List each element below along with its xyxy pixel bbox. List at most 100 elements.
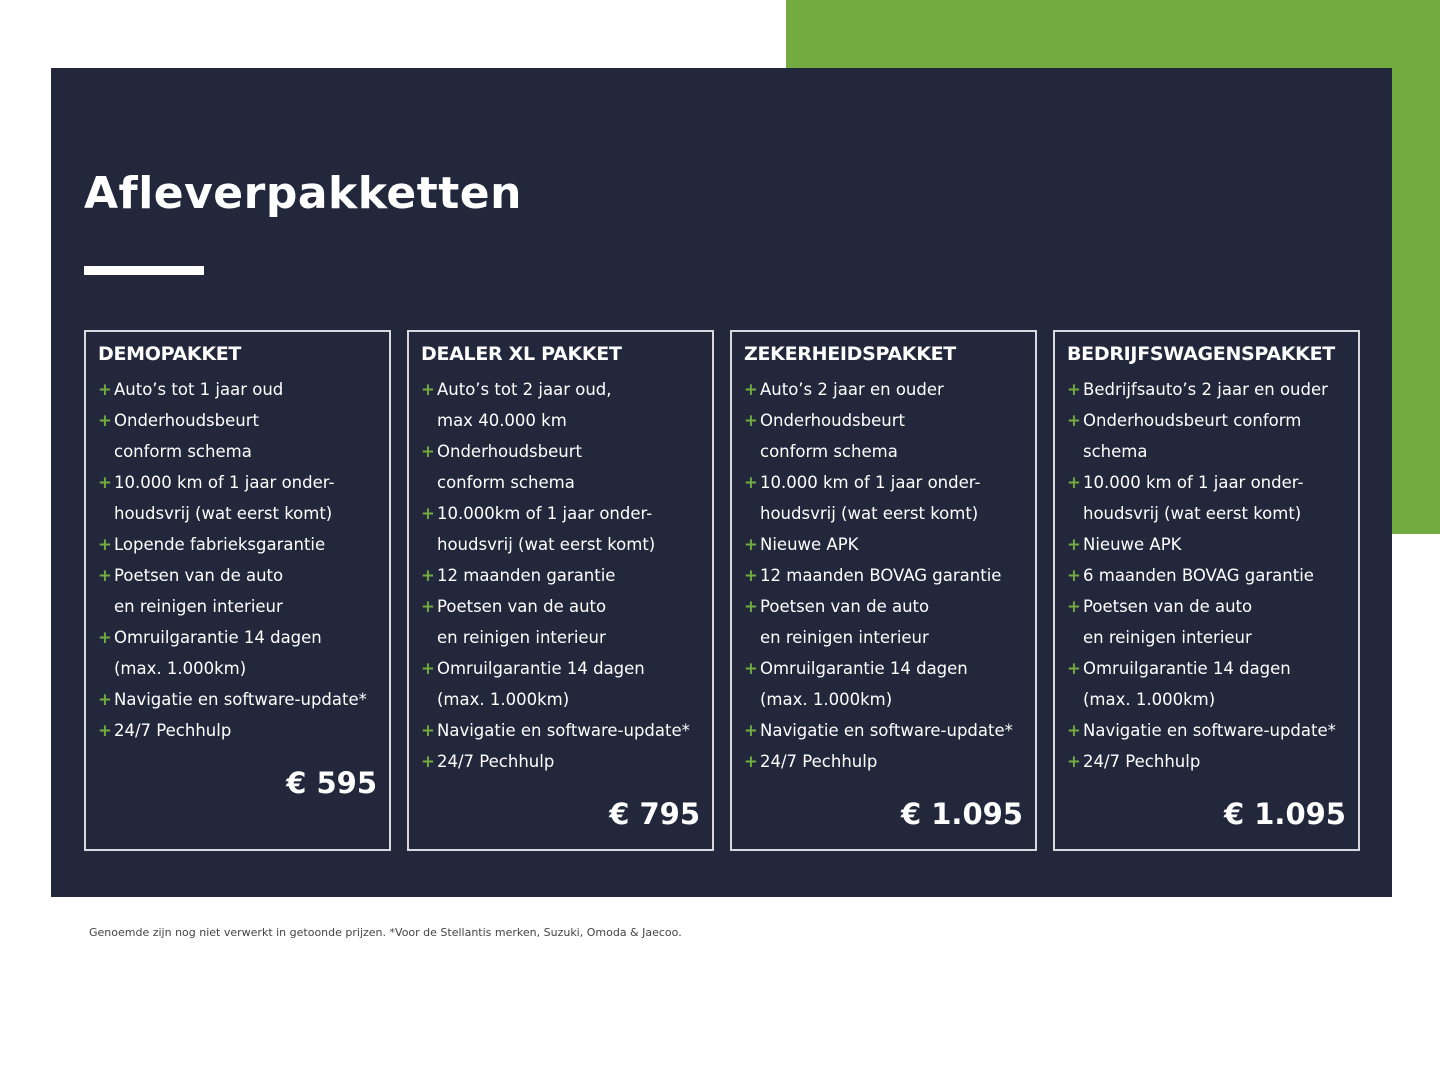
feature-line: 12 maanden BOVAG garantie (760, 566, 1002, 585)
package-feature: +24/7 Pechhulp (1067, 746, 1346, 777)
plus-icon: + (744, 380, 758, 399)
feature-line: Omruilgarantie 14 dagen (114, 628, 322, 647)
feature-line: Omruilgarantie 14 dagen (437, 659, 645, 678)
plus-icon: + (744, 597, 758, 616)
package-feature: +12 maanden garantie (421, 560, 700, 591)
feature-line: Nieuwe APK (1083, 535, 1182, 554)
feature-line: en reinigen interieur (1083, 628, 1252, 647)
plus-icon: + (98, 690, 112, 709)
feature-line: en reinigen interieur (760, 628, 929, 647)
feature-line: Bedrijfsauto’s 2 jaar en ouder (1083, 380, 1328, 399)
package-feature: + Navigatie en software-update* (98, 684, 377, 715)
feature-line: 10.000 km of 1 jaar onder- (760, 473, 981, 492)
feature-line: 10.000 km of 1 jaar onder- (114, 473, 335, 492)
feature-line: Navigatie en software-update* (1083, 721, 1336, 740)
package-price: € 595 (286, 766, 377, 800)
plus-icon: + (98, 473, 112, 492)
package-feature: + Poetsen van de auto en reinigen interieu… (744, 591, 1023, 653)
package-feature: +10.000 km of 1 jaar onder-houdsvrij (wa… (744, 467, 1023, 529)
plus-icon: + (1067, 721, 1081, 740)
plus-icon: + (421, 752, 435, 771)
plus-icon: + (1067, 752, 1081, 771)
feature-line: 10.000 km of 1 jaar onder- (1083, 473, 1304, 492)
package-feature: + Omruilgarantie 14 dagen (max. 1.000km) (1067, 653, 1346, 715)
feature-line: 10.000km of 1 jaar onder- (437, 504, 653, 523)
plus-icon: + (421, 566, 435, 585)
plus-icon: + (421, 504, 435, 523)
package-feature: +10.000km of 1 jaar onder-houdsvrij (wat… (421, 498, 700, 560)
footnote: Genoemde zijn nog niet verwerkt in getoo… (89, 926, 682, 939)
plus-icon: + (1067, 597, 1081, 616)
feature-line: (max. 1.000km) (1083, 690, 1216, 709)
feature-line: (max. 1.000km) (114, 659, 247, 678)
feature-line: max 40.000 km (437, 411, 567, 430)
package-name: DEMOPAKKET (98, 343, 242, 365)
package-feature: + Auto’s tot 1 jaar oud (98, 374, 377, 405)
package-feature: +24/7 Pechhulp (98, 715, 377, 746)
package-feature: + Navigatie en software-update* (744, 715, 1023, 746)
plus-icon: + (1067, 535, 1081, 554)
feature-line: Poetsen van de auto (437, 597, 607, 616)
package-name: ZEKERHEIDSPAKKET (744, 343, 956, 365)
package-feature: + Poetsen van de auto en reinigen interieu… (1067, 591, 1346, 653)
feature-line: conform schema (760, 442, 898, 461)
feature-line: Poetsen van de auto (760, 597, 930, 616)
package-feature: +24/7 Pechhulp (744, 746, 1023, 777)
feature-line: Navigatie en software-update* (437, 721, 690, 740)
plus-icon: + (744, 659, 758, 678)
package-name: BEDRIJFSWAGENSPAKKET (1067, 343, 1335, 365)
plus-icon: + (421, 442, 435, 461)
plus-icon: + (421, 597, 435, 616)
feature-line: (max. 1.000km) (760, 690, 893, 709)
feature-line: schema (1083, 442, 1148, 461)
package-feature: +12 maanden BOVAG garantie (744, 560, 1023, 591)
plus-icon: + (744, 411, 758, 430)
feature-line: 6 maanden BOVAG garantie (1083, 566, 1314, 585)
package-feature: + Onderhoudsbeurt conform schema (98, 405, 377, 467)
package-price: € 795 (609, 797, 700, 831)
package-feature: + Nieuwe APK (744, 529, 1023, 560)
feature-line: Navigatie en software-update* (114, 690, 367, 709)
feature-line: Auto’s 2 jaar en ouder (760, 380, 944, 399)
plus-icon: + (98, 535, 112, 554)
package-feature: + Omruilgarantie 14 dagen (max. 1.000km) (98, 622, 377, 684)
package-card: DEALER XL PAKKET + Auto’s tot 2 jaar oud, m… (407, 330, 714, 851)
feature-line: houdsvrij (wat eerst komt) (1083, 504, 1302, 523)
plus-icon: + (744, 721, 758, 740)
feature-line: 24/7 Pechhulp (760, 752, 878, 771)
plus-icon: + (98, 380, 112, 399)
feature-line: 24/7 Pechhulp (114, 721, 232, 740)
feature-line: houdsvrij (wat eerst komt) (437, 535, 656, 554)
feature-line: Omruilgarantie 14 dagen (1083, 659, 1291, 678)
feature-line: houdsvrij (wat eerst komt) (760, 504, 979, 523)
feature-line: en reinigen interieur (437, 628, 606, 647)
feature-line: 24/7 Pechhulp (437, 752, 555, 771)
package-feature: +10.000 km of 1 jaar onder-houdsvrij (wa… (98, 467, 377, 529)
feature-line: Onderhoudsbeurt conform (1083, 411, 1302, 430)
feature-line: Onderhoudsbeurt (437, 442, 582, 461)
package-feature: + Poetsen van de auto en reinigen interieu… (421, 591, 700, 653)
feature-line: houdsvrij (wat eerst komt) (114, 504, 333, 523)
feature-line: Auto’s tot 2 jaar oud, (437, 380, 612, 399)
plus-icon: + (1067, 566, 1081, 585)
title-underline (84, 266, 204, 275)
plus-icon: + (421, 721, 435, 740)
plus-icon: + (1067, 411, 1081, 430)
plus-icon: + (744, 535, 758, 554)
plus-icon: + (421, 659, 435, 678)
package-feature: + Bedrijfsauto’s 2 jaar en ouder (1067, 374, 1346, 405)
plus-icon: + (98, 721, 112, 740)
package-feature: + Omruilgarantie 14 dagen (max. 1.000km) (421, 653, 700, 715)
package-card: ZEKERHEIDSPAKKET + Auto’s 2 jaar en ouder +… (730, 330, 1037, 851)
feature-line: en reinigen interieur (114, 597, 283, 616)
feature-line: Onderhoudsbeurt (760, 411, 905, 430)
plus-icon: + (744, 566, 758, 585)
feature-line: Omruilgarantie 14 dagen (760, 659, 968, 678)
feature-line: Poetsen van de auto (114, 566, 284, 585)
page-title: Afleverpakketten (84, 168, 522, 219)
plus-icon: + (98, 628, 112, 647)
plus-icon: + (421, 380, 435, 399)
package-feature: +6 maanden BOVAG garantie (1067, 560, 1346, 591)
feature-line: Poetsen van de auto (1083, 597, 1253, 616)
package-feature: + Navigatie en software-update* (1067, 715, 1346, 746)
